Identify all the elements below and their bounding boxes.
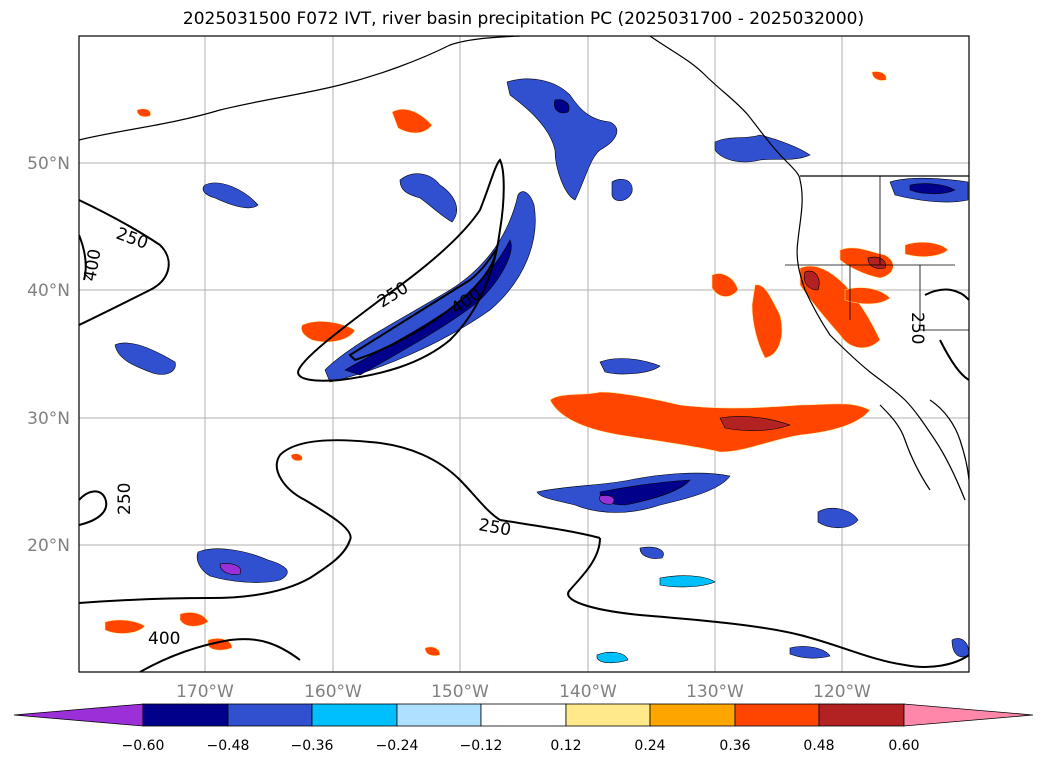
subtropical-band-core (719, 416, 791, 431)
lon-label-130w: 130°W (686, 682, 744, 702)
blob (219, 563, 242, 575)
subtropical-band (549, 391, 871, 453)
lat-label-50n: 50°N (27, 154, 70, 174)
blob (639, 546, 664, 559)
colorbar (13, 703, 1034, 727)
colorbar-segment (565, 703, 651, 727)
colorbar-segment (734, 703, 820, 727)
blob (871, 71, 887, 81)
ivt-250-ar (296, 158, 505, 382)
ivt-400-sw (139, 638, 301, 672)
lat-label-20n: 20°N (27, 536, 70, 556)
ivt-400-west (79, 234, 87, 281)
colorbar-tick-label: 0.24 (634, 738, 665, 754)
blob (714, 134, 811, 163)
blob (202, 182, 259, 209)
colorbar-segment (649, 703, 736, 727)
lon-label-150w: 150°W (431, 682, 489, 702)
blob (301, 321, 356, 343)
colorbar-segment (142, 703, 229, 727)
lon-label-120w: 120°W (813, 682, 871, 702)
negative-pc-shading (114, 78, 969, 664)
blob (711, 273, 739, 297)
positive-pc-shading (104, 71, 949, 657)
contour-label: 250 (115, 483, 135, 515)
blob (817, 507, 859, 529)
colorbar-segment (227, 703, 313, 727)
colorbar-tick-label: 0.48 (803, 738, 834, 754)
colorbar-segment (311, 703, 398, 727)
colorbar-tick-label: −0.36 (291, 738, 334, 754)
blob (599, 358, 661, 375)
colorbar-segment (480, 703, 567, 727)
blob (803, 270, 820, 291)
colorbar-tick-label: 0.36 (719, 738, 750, 754)
blob (424, 646, 441, 657)
ivt-250-west (79, 199, 170, 326)
colorbar-segment (818, 703, 905, 727)
blob (196, 548, 288, 583)
ar-band-blue (324, 191, 536, 383)
blob (904, 241, 949, 257)
blob (599, 495, 615, 505)
colorbar-tick-label: 0.60 (888, 738, 919, 754)
blob (136, 108, 151, 118)
colorbar-tick-label: 0.12 (550, 738, 581, 754)
blob (399, 173, 457, 223)
longitude-labels: 170°W 160°W 150°W 140°W 130°W 120°W (176, 682, 871, 702)
blob (596, 651, 629, 664)
lat-label-40n: 40°N (27, 281, 70, 301)
colorbar-segment (396, 703, 482, 727)
colorbar-tick-label: −0.60 (122, 738, 165, 754)
ivt-coast-contour (924, 288, 969, 381)
blob (104, 619, 146, 634)
colorbar-segment (13, 703, 144, 727)
ivt-250-sw-left (79, 490, 108, 526)
baja-coast (879, 404, 931, 491)
blob (867, 256, 886, 269)
lon-label-140w: 140°W (559, 682, 617, 702)
blob (611, 179, 633, 201)
ivt-250-south-east (567, 537, 969, 668)
bc-coast (649, 36, 801, 181)
colorbar-tick-label: −0.24 (376, 738, 419, 754)
contour-label: 250 (907, 312, 927, 344)
coastlines (79, 36, 969, 501)
ivt-400-ar (348, 246, 498, 362)
blob (179, 612, 209, 627)
ivt-contours (79, 158, 969, 672)
gulf-blob (506, 78, 618, 201)
state-borders (785, 176, 969, 331)
map-title: 2025031500 F072 IVT, river basin precipi… (182, 9, 865, 29)
blob (951, 638, 969, 658)
blob (391, 108, 433, 134)
us-west-coast (796, 179, 966, 501)
colorbar-tick-label: −0.48 (207, 738, 250, 754)
blob (799, 265, 881, 348)
lon-label-160w: 160°W (304, 682, 362, 702)
blob (909, 183, 956, 195)
blob (290, 453, 303, 462)
alaska-coast (79, 36, 521, 141)
mexico-coast (929, 399, 969, 481)
blob (751, 284, 783, 359)
colorbar-ticks: −0.60 −0.48 −0.36 −0.24 −0.12 0.12 0.24 … (122, 738, 920, 754)
blob (659, 575, 716, 588)
colorbar-segment (903, 703, 1034, 727)
ivt-contour-labels: 250 400 250 400 250 250 400 250 (80, 224, 927, 649)
ivt-250-south (79, 439, 601, 604)
blob (789, 646, 831, 659)
colorbar-tick-label: −0.12 (460, 738, 503, 754)
latitude-labels: 50°N 40°N 30°N 20°N (27, 154, 70, 556)
ar-band-core (344, 239, 512, 376)
lon-label-170w: 170°W (176, 682, 234, 702)
lat-label-30n: 30°N (27, 409, 70, 429)
map-frame (78, 35, 970, 673)
contour-label: 400 (148, 629, 180, 649)
blob (114, 342, 176, 375)
blob (844, 287, 891, 305)
gulf-blob-core (554, 99, 570, 114)
